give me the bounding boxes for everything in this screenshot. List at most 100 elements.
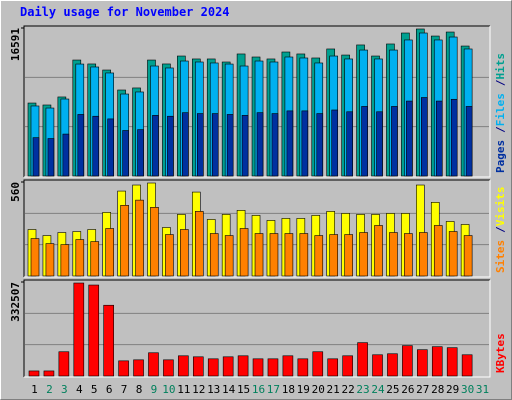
bar — [241, 115, 249, 177]
bar — [105, 228, 114, 277]
x-tick-label: 14 — [222, 383, 236, 396]
bar — [344, 234, 353, 277]
bar — [226, 114, 234, 177]
x-tick-label: 10 — [162, 383, 175, 396]
bar — [376, 111, 383, 177]
bar — [103, 304, 114, 377]
bar — [342, 355, 353, 377]
bar — [224, 235, 234, 277]
bar — [254, 233, 264, 277]
bar — [88, 284, 100, 377]
bar — [209, 233, 219, 277]
panel-edge-light — [24, 180, 491, 278]
legend-entry: Sites — [494, 240, 507, 273]
legend: Pages/Files/Hits — [494, 53, 507, 173]
bar — [194, 211, 204, 277]
bar — [433, 225, 443, 277]
bar — [62, 133, 70, 177]
bar — [329, 234, 339, 277]
bar — [182, 112, 189, 177]
bar — [419, 232, 428, 277]
x-tick-label: 15 — [237, 383, 250, 396]
x-tick-label: 4 — [76, 383, 83, 396]
x-tick-label: 8 — [136, 383, 143, 396]
bar — [237, 355, 249, 377]
bar — [421, 97, 428, 177]
x-tick-label: 22 — [341, 383, 354, 396]
bar — [90, 241, 100, 277]
x-tick-label: 19 — [297, 383, 310, 396]
x-tick-label: 12 — [192, 383, 205, 396]
bar — [374, 225, 383, 277]
bar — [316, 113, 324, 177]
x-tick-label: 11 — [177, 383, 190, 396]
bar — [389, 232, 398, 277]
legend-entry: KBytes — [494, 333, 507, 373]
x-tick-label: 25 — [386, 383, 399, 396]
bar — [267, 358, 279, 377]
bar — [122, 130, 129, 177]
legend-entry: Pages — [494, 140, 507, 173]
bar — [58, 351, 70, 377]
bar — [256, 112, 264, 177]
bar — [43, 370, 55, 377]
panel-edge-dark — [23, 279, 490, 377]
bar — [60, 244, 70, 277]
x-tick-label: 24 — [371, 383, 385, 396]
bar — [32, 137, 40, 177]
bar — [239, 228, 249, 277]
bar — [150, 207, 159, 277]
x-tick-label: 28 — [431, 383, 444, 396]
x-tick-label: 17 — [267, 383, 280, 396]
bar — [372, 354, 383, 377]
y-tick-label: 560 — [9, 182, 22, 202]
bar — [314, 235, 324, 277]
bar — [196, 113, 204, 177]
x-tick-label: 16 — [252, 383, 265, 396]
x-tick-label: 26 — [401, 383, 414, 396]
bar — [137, 129, 144, 177]
legend-entry: Visits — [494, 187, 507, 227]
bar — [435, 100, 443, 177]
x-tick-label: 13 — [207, 383, 220, 396]
panel-edge-dark — [23, 179, 490, 277]
bar — [163, 359, 174, 377]
legend-separator: / — [494, 79, 507, 86]
bar — [417, 349, 428, 377]
chart-title: Daily usage for November 2024 — [20, 5, 230, 19]
bar — [359, 232, 368, 277]
x-tick-label: 2 — [46, 383, 53, 396]
bar — [207, 358, 219, 377]
bar — [387, 353, 398, 377]
x-tick-label: 6 — [106, 383, 113, 396]
bar — [301, 110, 309, 177]
panel-edge-dark — [23, 25, 490, 177]
bar — [271, 113, 279, 177]
bar — [167, 115, 174, 177]
legend-entry: Files — [494, 93, 507, 126]
bar — [135, 199, 144, 277]
x-tick-label: 23 — [356, 383, 369, 396]
legend: KBytes — [494, 333, 507, 373]
bar — [30, 238, 40, 277]
bar — [45, 243, 55, 277]
bar — [47, 138, 55, 177]
legend-separator: / — [494, 226, 507, 233]
x-tick-label: 18 — [282, 383, 295, 396]
bar — [73, 282, 85, 377]
bar — [450, 98, 458, 177]
bar — [406, 100, 413, 177]
x-tick-label: 30 — [461, 383, 474, 396]
x-tick-label: 20 — [312, 383, 325, 396]
bar — [391, 106, 398, 177]
bar — [404, 233, 413, 277]
bar — [361, 106, 368, 177]
bar — [312, 351, 324, 377]
bar — [331, 109, 339, 177]
bar — [148, 352, 159, 377]
x-tick-label: 5 — [91, 383, 98, 396]
bar — [431, 346, 443, 377]
bar — [118, 360, 129, 377]
